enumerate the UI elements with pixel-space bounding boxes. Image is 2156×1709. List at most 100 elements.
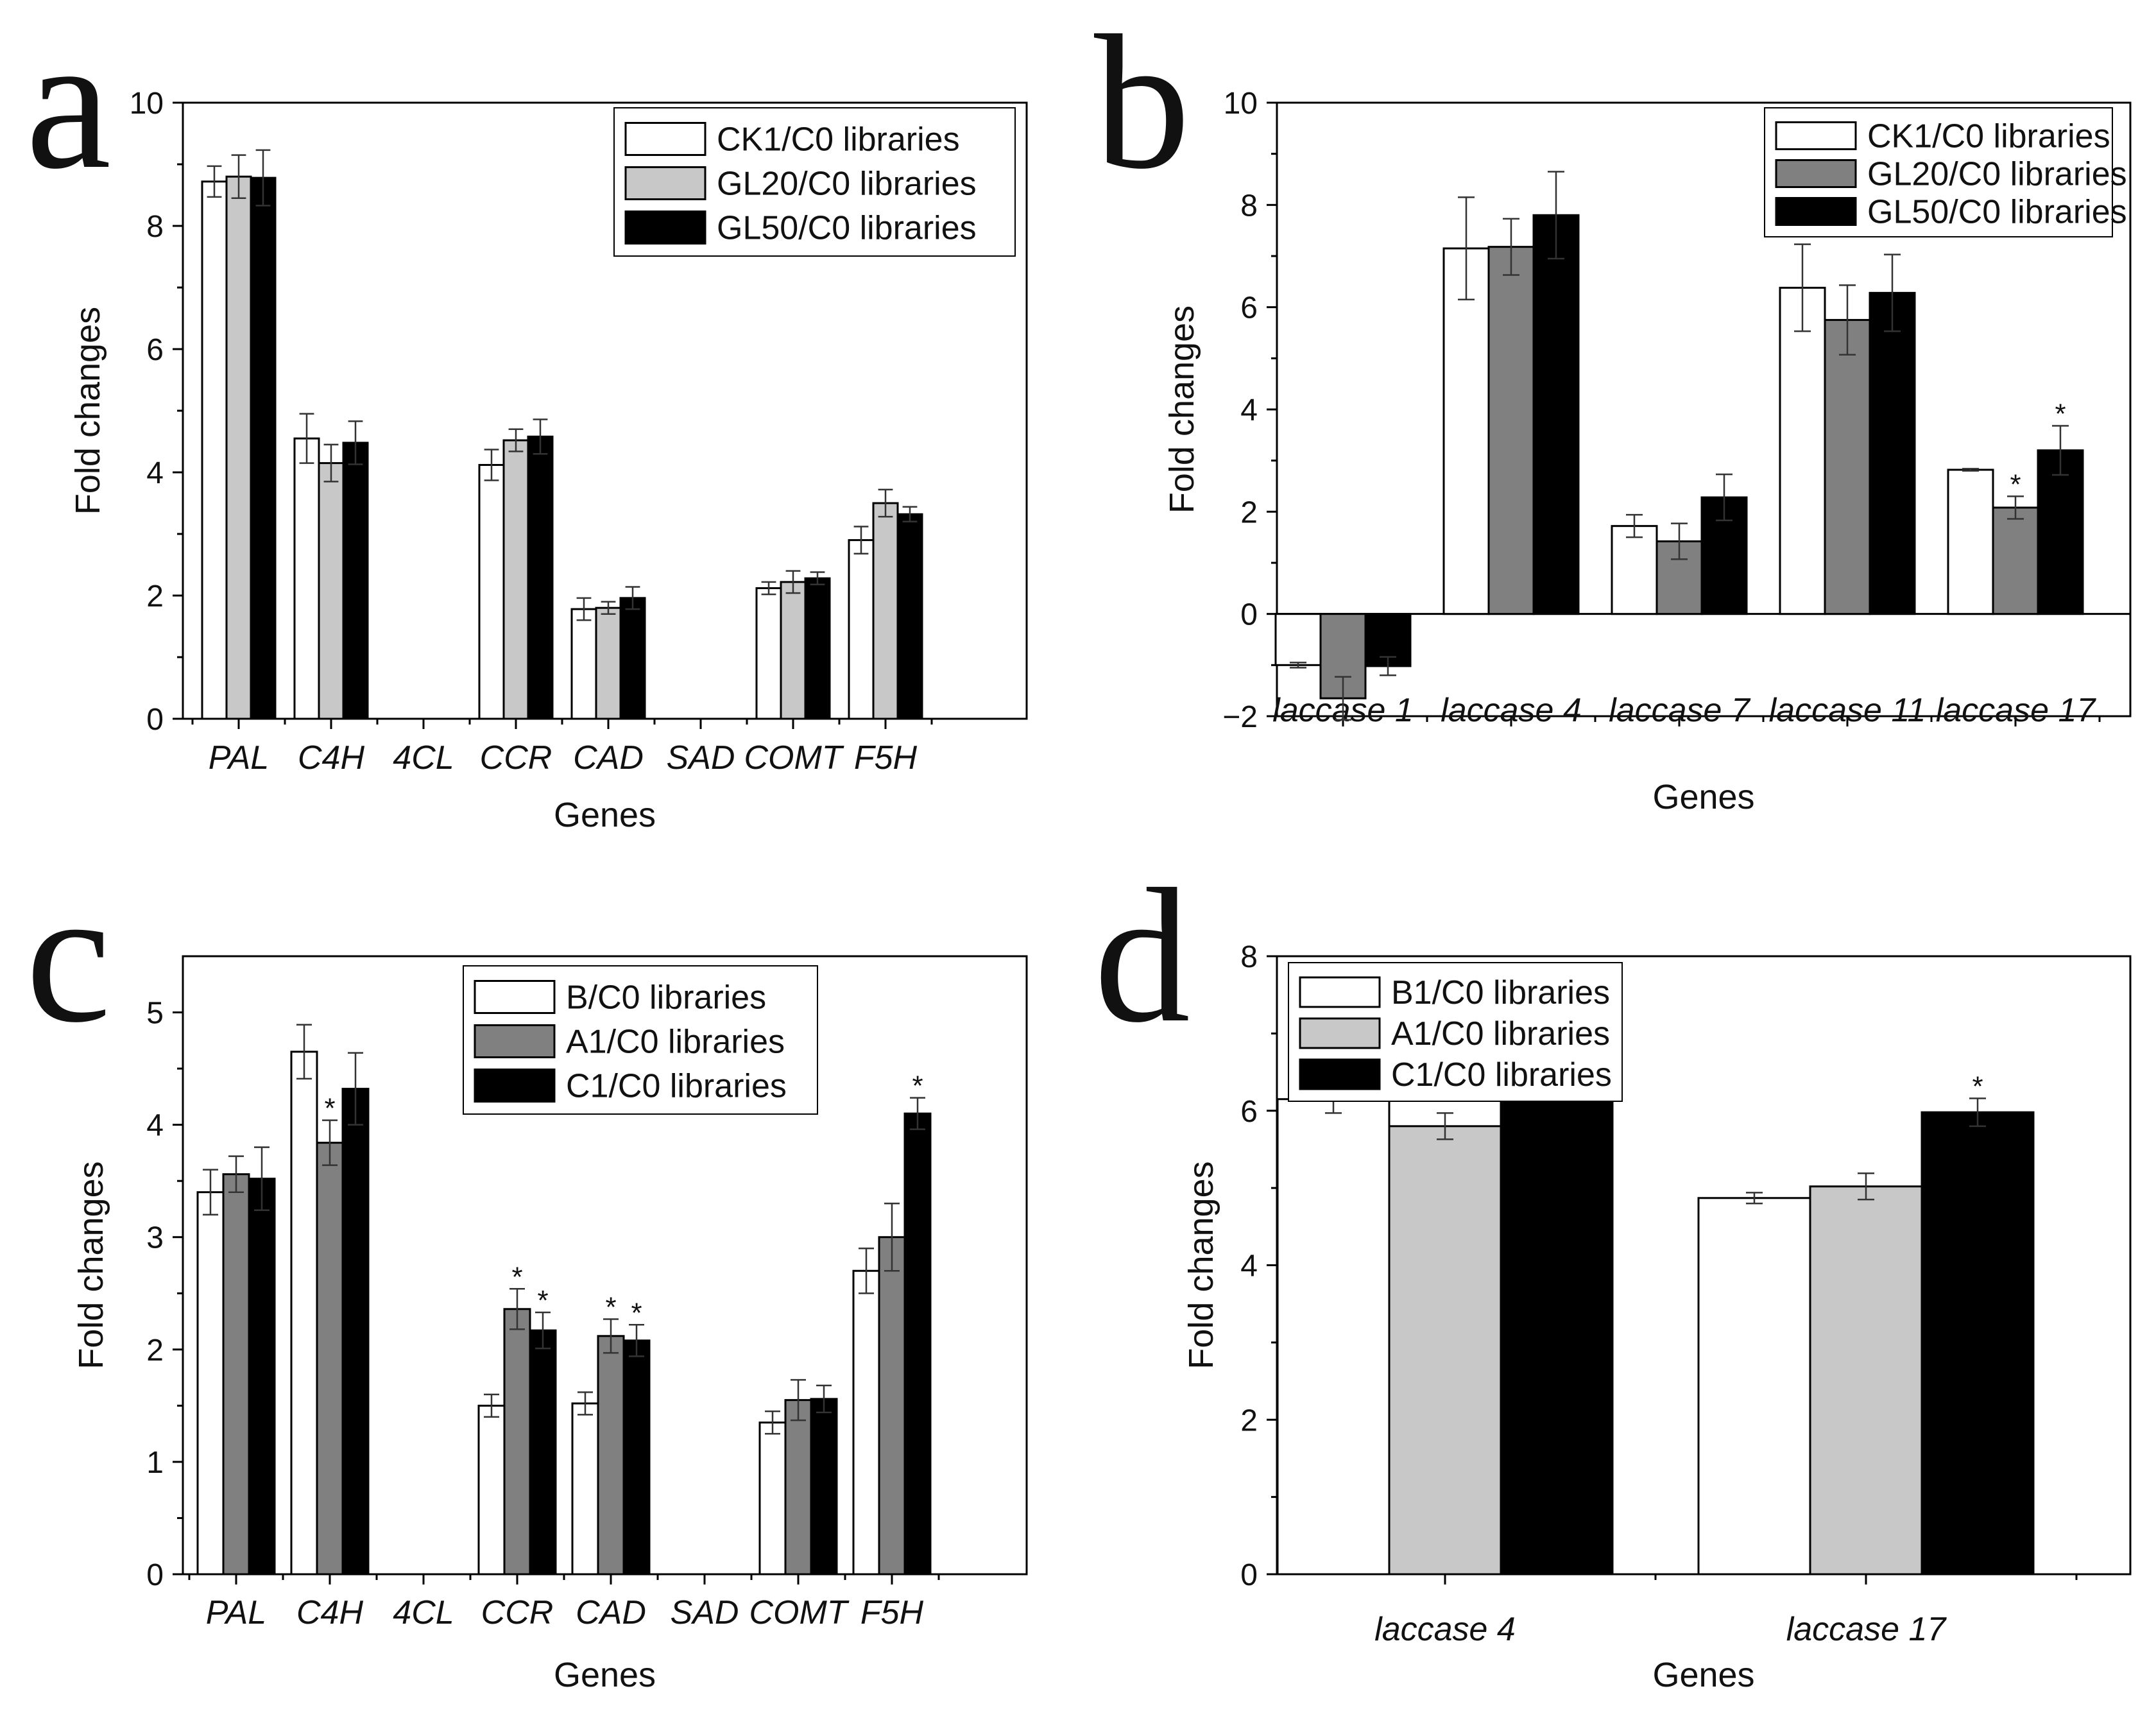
category-label: 4CL: [393, 739, 454, 777]
legend-label: A1/C0 libraries: [566, 1024, 785, 1061]
category-label: laccase 7: [1609, 692, 1751, 729]
y-tick-label: 6: [1240, 291, 1258, 325]
panel-a: a 0 2 4 6 8 10 PAL C4H 4CL CCR CAD SAD COMT F5H Genes Fo…: [26, 0, 1028, 834]
significance-star: *: [324, 1093, 335, 1124]
category-label: F5H: [860, 1594, 924, 1631]
panel-letter-a: a: [26, 0, 111, 209]
y-tick-label: 10: [130, 87, 164, 121]
significance-star: *: [605, 1292, 616, 1323]
y-tick-label: 4: [146, 456, 164, 490]
category-label: SAD: [671, 1594, 739, 1631]
bar: [622, 1339, 651, 1576]
significance-star: *: [912, 1070, 923, 1102]
panel-letter-b: b: [1094, 0, 1190, 209]
x-axis-title: Genes: [1652, 778, 1754, 816]
legend-label: GL20/C0 libraries: [717, 166, 977, 203]
y-axis-title: Fold changes: [1182, 1161, 1220, 1369]
bar: [872, 502, 899, 720]
bar: [784, 1399, 812, 1576]
bar: [804, 577, 831, 720]
category-label: CCR: [481, 1594, 554, 1631]
y-tick-label: 4: [1240, 393, 1258, 427]
y-tick-label: 3: [146, 1221, 164, 1255]
y-tick-label: 0: [146, 703, 164, 737]
legend-label: GL50/C0 libraries: [1867, 194, 2127, 231]
category-label: COMT: [744, 739, 844, 777]
bar: [250, 176, 277, 720]
bar: [896, 513, 923, 720]
category-label: 4CL: [393, 1594, 454, 1631]
panel-d: d 0 2 4 6 8 laccase 4 laccase 17 * Genes Fold chan…: [1094, 849, 2132, 1694]
y-axis-title: Fold changes: [1163, 305, 1201, 513]
category-label: laccase 17: [1936, 692, 2097, 729]
legend-swatch: [1299, 1058, 1381, 1090]
bar: [248, 1178, 276, 1576]
bar: [1532, 214, 1580, 615]
legend-label: B1/C0 libraries: [1391, 974, 1610, 1011]
bar: [1276, 1098, 1390, 1576]
bar: [597, 1335, 625, 1576]
y-tick-label: 2: [1240, 495, 1258, 529]
y-tick-label: 5: [146, 997, 164, 1031]
category-label: laccase 17: [1786, 1611, 1947, 1648]
x-axis-title: Genes: [554, 1656, 656, 1694]
y-tick-label: 8: [146, 210, 164, 244]
bar: [903, 1112, 932, 1576]
bar: [290, 1051, 318, 1576]
bar: [196, 1191, 225, 1576]
y-tick-label: 0: [1240, 1558, 1258, 1592]
category-label: SAD: [667, 739, 735, 777]
bar: [1992, 506, 2039, 615]
bar: [478, 463, 505, 720]
legend-label: A1/C0 libraries: [1391, 1015, 1610, 1052]
panel-letter-d: d: [1094, 849, 1190, 1062]
legend-swatch: [624, 122, 706, 156]
bar: [848, 539, 875, 720]
legend-swatch: [624, 166, 706, 200]
category-label: C4H: [298, 739, 364, 777]
legend-swatch: [1299, 1017, 1381, 1049]
y-tick-label: 6: [146, 333, 164, 367]
legend-swatch: [474, 980, 556, 1014]
bar: [571, 1402, 599, 1576]
category-label: CAD: [576, 1594, 646, 1631]
bar: [318, 462, 345, 720]
legend-swatch: [1775, 159, 1857, 188]
y-tick-label: 8: [1240, 940, 1258, 974]
bar: [477, 1404, 506, 1576]
bar: [222, 1173, 250, 1576]
bar: [1869, 291, 1916, 615]
legend-label: C1/C0 libraries: [566, 1068, 787, 1105]
bar: [878, 1236, 906, 1576]
bar: [1656, 540, 1703, 615]
bar: [570, 608, 597, 720]
y-tick-label: 2: [146, 580, 164, 614]
category-label: laccase 4: [1374, 1611, 1516, 1648]
legend-swatch: [1299, 976, 1381, 1008]
legend-label: B/C0 libraries: [566, 979, 766, 1017]
y-tick-label: 4: [1240, 1250, 1258, 1284]
category-label: CCR: [480, 739, 552, 777]
bar: [502, 439, 529, 720]
bar: [341, 1088, 370, 1576]
y-tick-label: −2: [1222, 700, 1258, 734]
y-tick-label: 10: [1224, 87, 1258, 121]
bar: [810, 1398, 838, 1576]
category-label: COMT: [749, 1594, 849, 1631]
y-tick-label: 2: [1240, 1404, 1258, 1438]
x-axis-title: Genes: [1652, 1656, 1754, 1694]
category-label: PAL: [206, 1594, 266, 1631]
bar: [342, 442, 369, 720]
bar: [1809, 1185, 1923, 1576]
bar: [1500, 1095, 1614, 1576]
legend-label: C1/C0 libraries: [1391, 1056, 1612, 1094]
category-label: F5H: [854, 739, 918, 777]
y-tick-label: 0: [1240, 598, 1258, 632]
bar: [529, 1329, 557, 1576]
legend-swatch: [474, 1024, 556, 1058]
legend-swatch: [1775, 121, 1857, 150]
y-tick-label: 8: [1240, 189, 1258, 223]
y-tick-label: 2: [146, 1334, 164, 1368]
legend-swatch: [474, 1069, 556, 1103]
significance-star: *: [2055, 398, 2066, 429]
